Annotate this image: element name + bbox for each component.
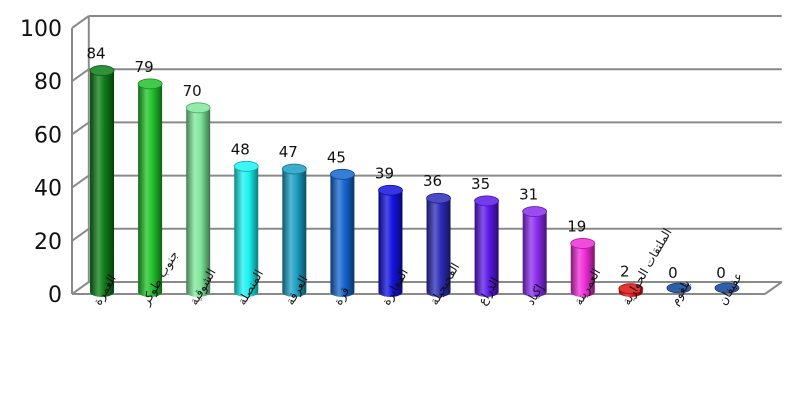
gridline-depth (71, 174, 90, 189)
bar-group: 48 (231, 140, 259, 297)
data-label: 70 (183, 82, 202, 100)
data-label: 31 (519, 186, 538, 204)
bar (426, 198, 451, 297)
bar (330, 174, 355, 297)
bar-top (89, 65, 115, 76)
y-tick-label: 40 (34, 177, 62, 202)
bar (138, 83, 163, 297)
bar (522, 211, 547, 297)
bar-group: 45 (327, 148, 355, 297)
gridline-depth (71, 121, 90, 136)
data-label: 39 (375, 164, 394, 182)
bar-top (185, 102, 211, 114)
bar-top (137, 78, 163, 90)
data-label: 79 (135, 58, 154, 76)
bar (378, 190, 403, 297)
bar-group: 19 (567, 217, 596, 297)
data-label: 2 (620, 263, 630, 281)
bar-group: 0 (666, 264, 692, 294)
bar-base-zero (714, 282, 740, 294)
gridline-depth (71, 68, 90, 83)
data-label: 84 (86, 45, 105, 63)
bar-top (618, 283, 644, 295)
data-label: 36 (423, 172, 442, 190)
bar-top (281, 163, 307, 175)
gridline-depth (71, 15, 90, 29)
bar (570, 243, 595, 297)
bar-group: 31 (519, 186, 548, 297)
bar (234, 166, 259, 297)
gridline-depth (71, 227, 90, 242)
bar-group: 70 (183, 82, 211, 297)
bar-top (329, 168, 355, 180)
floor-right-edge (764, 281, 783, 295)
bar-top (233, 160, 259, 172)
bar-group: 36 (423, 172, 451, 297)
bar (282, 168, 307, 297)
y-tick-label: 100 (20, 17, 62, 42)
bar-top (474, 195, 500, 207)
bar-top (378, 184, 403, 196)
bar-top (522, 206, 548, 217)
data-label: 47 (279, 143, 298, 161)
bar (186, 107, 211, 297)
bar-group: 79 (135, 58, 163, 297)
bar-group: 84 (86, 45, 115, 297)
bar-group: 35 (471, 175, 500, 297)
bar-group: 0 (714, 264, 740, 294)
bar (474, 200, 499, 297)
data-label: 45 (327, 148, 346, 166)
y-tick-label: 0 (48, 283, 62, 308)
data-label: 19 (567, 217, 586, 235)
bar-group: 47 (279, 143, 307, 297)
bar-group: 39 (375, 164, 403, 297)
data-label: 48 (231, 140, 250, 158)
y-tick-label: 60 (34, 123, 62, 148)
data-label: 0 (716, 264, 726, 282)
y-tick-label: 80 (34, 70, 62, 95)
bar-top (426, 192, 451, 204)
bar-group: 2 (618, 263, 644, 297)
bar-top (570, 238, 596, 249)
y-tick-label: 20 (34, 230, 62, 255)
data-label: 0 (668, 264, 678, 282)
bar (90, 70, 115, 297)
data-label: 35 (471, 175, 490, 193)
gridline-depth (71, 281, 90, 295)
bar-base-zero (666, 282, 692, 294)
